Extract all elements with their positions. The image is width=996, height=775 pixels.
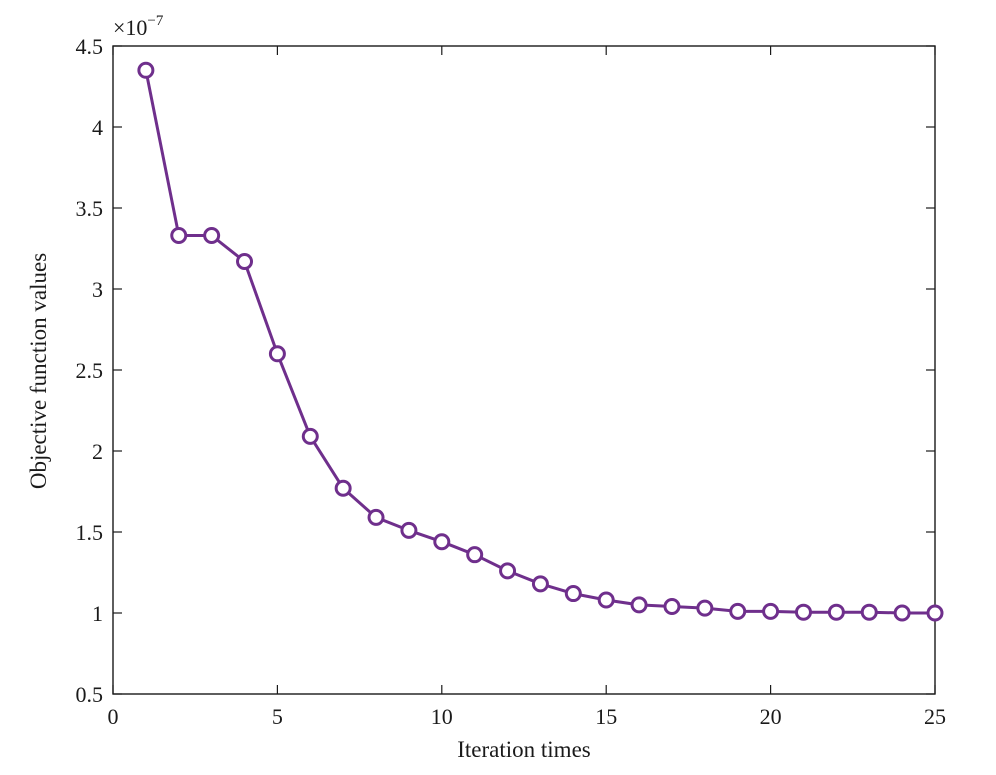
series-layer xyxy=(137,61,944,622)
data-point xyxy=(433,533,451,551)
y-axis-label: Objective function values xyxy=(26,253,51,489)
x-tick-label: 5 xyxy=(272,704,283,729)
data-point xyxy=(367,508,385,526)
y-tick-label: 0.5 xyxy=(76,682,104,707)
x-tick-label: 15 xyxy=(595,704,617,729)
y-tick-label: 1 xyxy=(92,601,103,626)
plot-frame xyxy=(112,45,936,695)
data-point xyxy=(334,479,352,497)
data-point xyxy=(926,604,944,622)
y-tick-label: 3.5 xyxy=(76,196,104,221)
series-line xyxy=(144,70,935,615)
y-tick-label: 3 xyxy=(92,277,103,302)
x-tick-label: 0 xyxy=(108,704,119,729)
data-point xyxy=(663,598,681,616)
data-point xyxy=(630,596,648,614)
data-point xyxy=(696,599,714,617)
data-point xyxy=(860,603,878,621)
y-tick-label: 1.5 xyxy=(76,520,104,545)
data-point xyxy=(268,345,286,363)
data-point xyxy=(400,521,418,539)
data-point xyxy=(137,61,155,79)
data-point xyxy=(729,602,747,620)
data-point xyxy=(762,602,780,620)
data-point xyxy=(827,603,845,621)
y-tick-label: 2.5 xyxy=(76,358,104,383)
plot-box xyxy=(112,45,936,695)
x-tick-label: 10 xyxy=(431,704,453,729)
data-point xyxy=(499,562,517,580)
x-axis-label: Iteration times xyxy=(457,737,591,762)
y-tick-label: 2 xyxy=(92,439,103,464)
data-point xyxy=(236,252,254,270)
data-point xyxy=(597,591,615,609)
x-tick-label: 25 xyxy=(924,704,946,729)
data-point xyxy=(893,604,911,622)
multiplier-base: ×10 xyxy=(113,15,147,40)
y-tick-label: 4.5 xyxy=(76,34,104,59)
y-tick-label: 4 xyxy=(92,115,103,140)
data-point xyxy=(466,546,484,564)
data-point xyxy=(794,603,812,621)
data-point xyxy=(170,227,188,245)
x-tick-label: 20 xyxy=(760,704,782,729)
data-point xyxy=(301,427,319,445)
multiplier-exponent: −7 xyxy=(147,13,163,29)
axis-ticks: 0 5 10 15 20 25 0.5 1 1.5 2 2.5 3 3.5 4 4.5 xyxy=(76,34,947,729)
data-point xyxy=(564,585,582,603)
data-point xyxy=(531,575,549,593)
data-point xyxy=(203,227,221,245)
y-axis-multiplier: ×10−7 xyxy=(113,13,164,40)
